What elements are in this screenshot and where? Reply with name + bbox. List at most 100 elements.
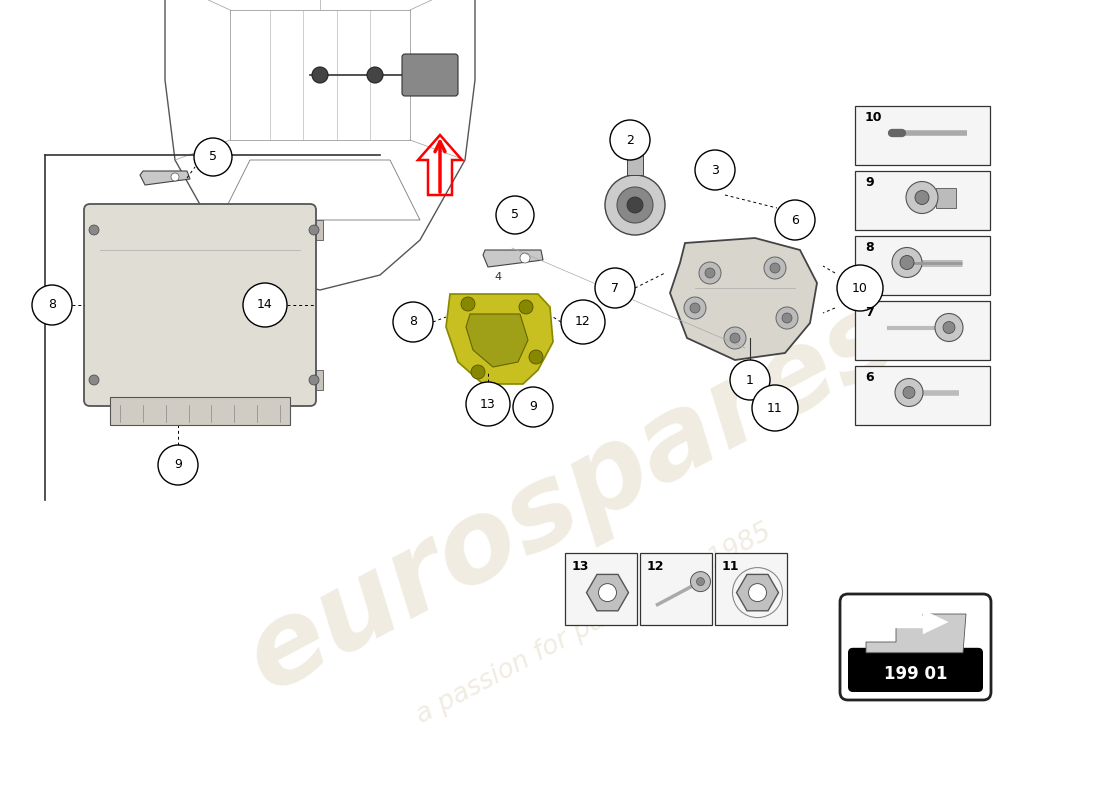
Circle shape <box>776 307 798 329</box>
Polygon shape <box>140 171 190 185</box>
Text: 12: 12 <box>575 315 591 329</box>
Bar <box>305 370 323 390</box>
FancyBboxPatch shape <box>402 54 458 96</box>
Circle shape <box>561 300 605 344</box>
Text: 10: 10 <box>865 111 882 124</box>
Circle shape <box>906 182 938 214</box>
Bar <box>110 397 290 425</box>
Circle shape <box>895 378 923 406</box>
Text: 5: 5 <box>512 209 519 222</box>
Bar <box>854 654 977 686</box>
Bar <box>855 366 990 425</box>
Text: 4: 4 <box>494 272 502 282</box>
Text: 8: 8 <box>409 315 417 329</box>
Circle shape <box>730 333 740 343</box>
Circle shape <box>89 375 99 385</box>
Bar <box>565 553 637 625</box>
Circle shape <box>519 300 534 314</box>
Bar <box>640 553 712 625</box>
Bar <box>855 301 990 360</box>
Circle shape <box>627 197 644 213</box>
Circle shape <box>89 225 99 235</box>
Circle shape <box>935 314 962 342</box>
Circle shape <box>471 365 485 379</box>
Circle shape <box>496 196 534 234</box>
Circle shape <box>724 327 746 349</box>
Circle shape <box>752 385 798 431</box>
Circle shape <box>605 175 665 235</box>
Text: 1: 1 <box>746 374 754 386</box>
Circle shape <box>892 247 922 278</box>
Circle shape <box>312 67 328 83</box>
Polygon shape <box>737 574 779 610</box>
Circle shape <box>903 386 915 398</box>
Text: 11: 11 <box>722 560 739 573</box>
Circle shape <box>610 120 650 160</box>
Circle shape <box>529 350 543 364</box>
Circle shape <box>393 302 433 342</box>
Circle shape <box>32 285 72 325</box>
Text: 8: 8 <box>865 241 873 254</box>
FancyBboxPatch shape <box>84 204 316 406</box>
Text: 6: 6 <box>791 214 799 226</box>
Circle shape <box>782 313 792 323</box>
Circle shape <box>915 190 930 205</box>
Circle shape <box>466 382 510 426</box>
Text: 13: 13 <box>480 398 496 410</box>
Polygon shape <box>866 614 966 653</box>
Text: 9: 9 <box>529 401 537 414</box>
Text: 8: 8 <box>48 298 56 311</box>
Circle shape <box>776 200 815 240</box>
Circle shape <box>696 578 704 586</box>
Circle shape <box>520 253 530 263</box>
Text: a passion for parts since 1985: a passion for parts since 1985 <box>412 519 776 729</box>
Circle shape <box>695 150 735 190</box>
Polygon shape <box>483 250 543 267</box>
Circle shape <box>598 584 616 602</box>
Circle shape <box>837 265 883 311</box>
Text: 199 01: 199 01 <box>883 666 947 683</box>
Text: 3: 3 <box>711 163 719 177</box>
Bar <box>855 171 990 230</box>
Bar <box>627 155 644 175</box>
Bar <box>85 370 103 390</box>
Bar <box>715 553 786 625</box>
Circle shape <box>764 257 786 279</box>
Bar <box>855 106 990 165</box>
Circle shape <box>617 187 653 223</box>
Text: 10: 10 <box>852 282 868 294</box>
Circle shape <box>770 263 780 273</box>
Text: 7: 7 <box>865 306 873 319</box>
Circle shape <box>513 387 553 427</box>
Circle shape <box>309 375 319 385</box>
Text: 2: 2 <box>626 134 634 146</box>
Circle shape <box>691 571 711 592</box>
Text: 6: 6 <box>865 371 873 384</box>
Circle shape <box>705 268 715 278</box>
Polygon shape <box>876 610 948 634</box>
Bar <box>936 187 956 207</box>
FancyBboxPatch shape <box>848 648 983 692</box>
Circle shape <box>900 255 914 270</box>
Circle shape <box>158 445 198 485</box>
Circle shape <box>367 67 383 83</box>
Text: 13: 13 <box>572 560 590 573</box>
Text: eurospares: eurospares <box>228 278 916 714</box>
Circle shape <box>943 322 955 334</box>
Text: 5: 5 <box>209 150 217 163</box>
Circle shape <box>461 297 475 311</box>
Text: 7: 7 <box>610 282 619 294</box>
FancyBboxPatch shape <box>840 594 991 700</box>
Circle shape <box>243 283 287 327</box>
Text: 12: 12 <box>647 560 664 573</box>
Polygon shape <box>446 294 553 384</box>
Circle shape <box>730 360 770 400</box>
Polygon shape <box>586 574 628 610</box>
Bar <box>305 220 323 240</box>
Circle shape <box>194 138 232 176</box>
Circle shape <box>698 262 720 284</box>
Text: 9: 9 <box>865 176 873 189</box>
Circle shape <box>595 268 635 308</box>
Polygon shape <box>466 314 528 367</box>
Circle shape <box>170 173 179 181</box>
